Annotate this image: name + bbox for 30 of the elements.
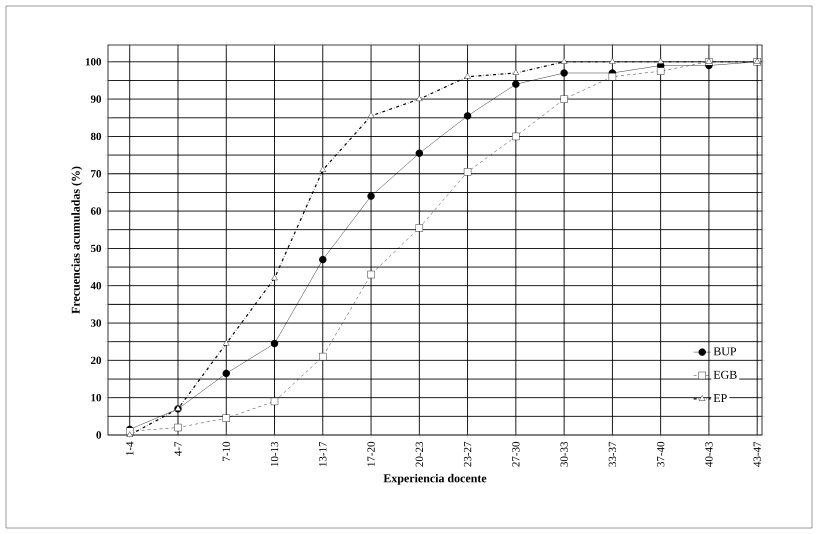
- y-tick-label: 90: [90, 95, 102, 103]
- y-tick-label: 10: [91, 394, 102, 402]
- x-tick-label: 17-20: [367, 442, 375, 466]
- x-tick-label: 27-30: [512, 442, 520, 467]
- x-tick-label: 10-13: [270, 442, 278, 466]
- legend-label: EGB: [714, 370, 737, 379]
- legend-label: EP: [714, 394, 727, 402]
- y-tick-label: 50: [90, 244, 102, 252]
- x-tick-label: 13-17: [319, 442, 326, 466]
- legend-label: BUP: [714, 347, 736, 356]
- x-tick-label: 20-23: [416, 442, 424, 467]
- x-tick-label: 30-33: [560, 442, 568, 467]
- x-tick-label: 4-7: [174, 442, 182, 456]
- y-tick-label: 80: [90, 132, 102, 140]
- x-tick-label: 7-10: [222, 442, 230, 461]
- x-tick-label: 23-27: [464, 442, 472, 467]
- y-tick-label: 100: [86, 58, 102, 66]
- x-tick-label: 43-47: [754, 442, 761, 467]
- x-tick-label: 1-4: [126, 442, 134, 456]
- y-tick-label: 20: [90, 356, 102, 364]
- y-tick-label: 30: [90, 319, 102, 327]
- x-tick-label: 33-37: [608, 442, 616, 467]
- y-tick-label: 70: [91, 170, 102, 178]
- x-axis-title: Experiencia docente: [384, 474, 486, 485]
- y-tick-label: 60: [90, 207, 102, 215]
- y-axis-title: Frecuencias acumuladas (%): [71, 166, 82, 314]
- y-tick-label: 0: [96, 431, 102, 439]
- x-tick-label: 40-43: [705, 442, 713, 467]
- x-tick-label: 37-40: [656, 442, 664, 467]
- y-tick-label: 40: [90, 282, 102, 290]
